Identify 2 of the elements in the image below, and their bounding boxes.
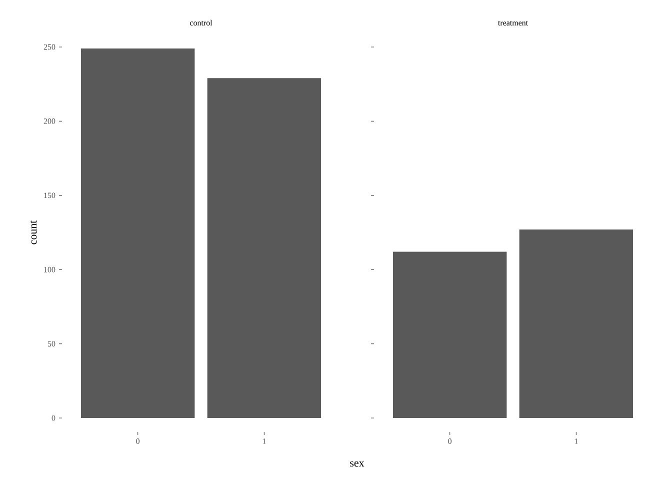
y-axis-title: count: [30, 220, 37, 244]
x-axis-title: sex: [350, 461, 364, 467]
